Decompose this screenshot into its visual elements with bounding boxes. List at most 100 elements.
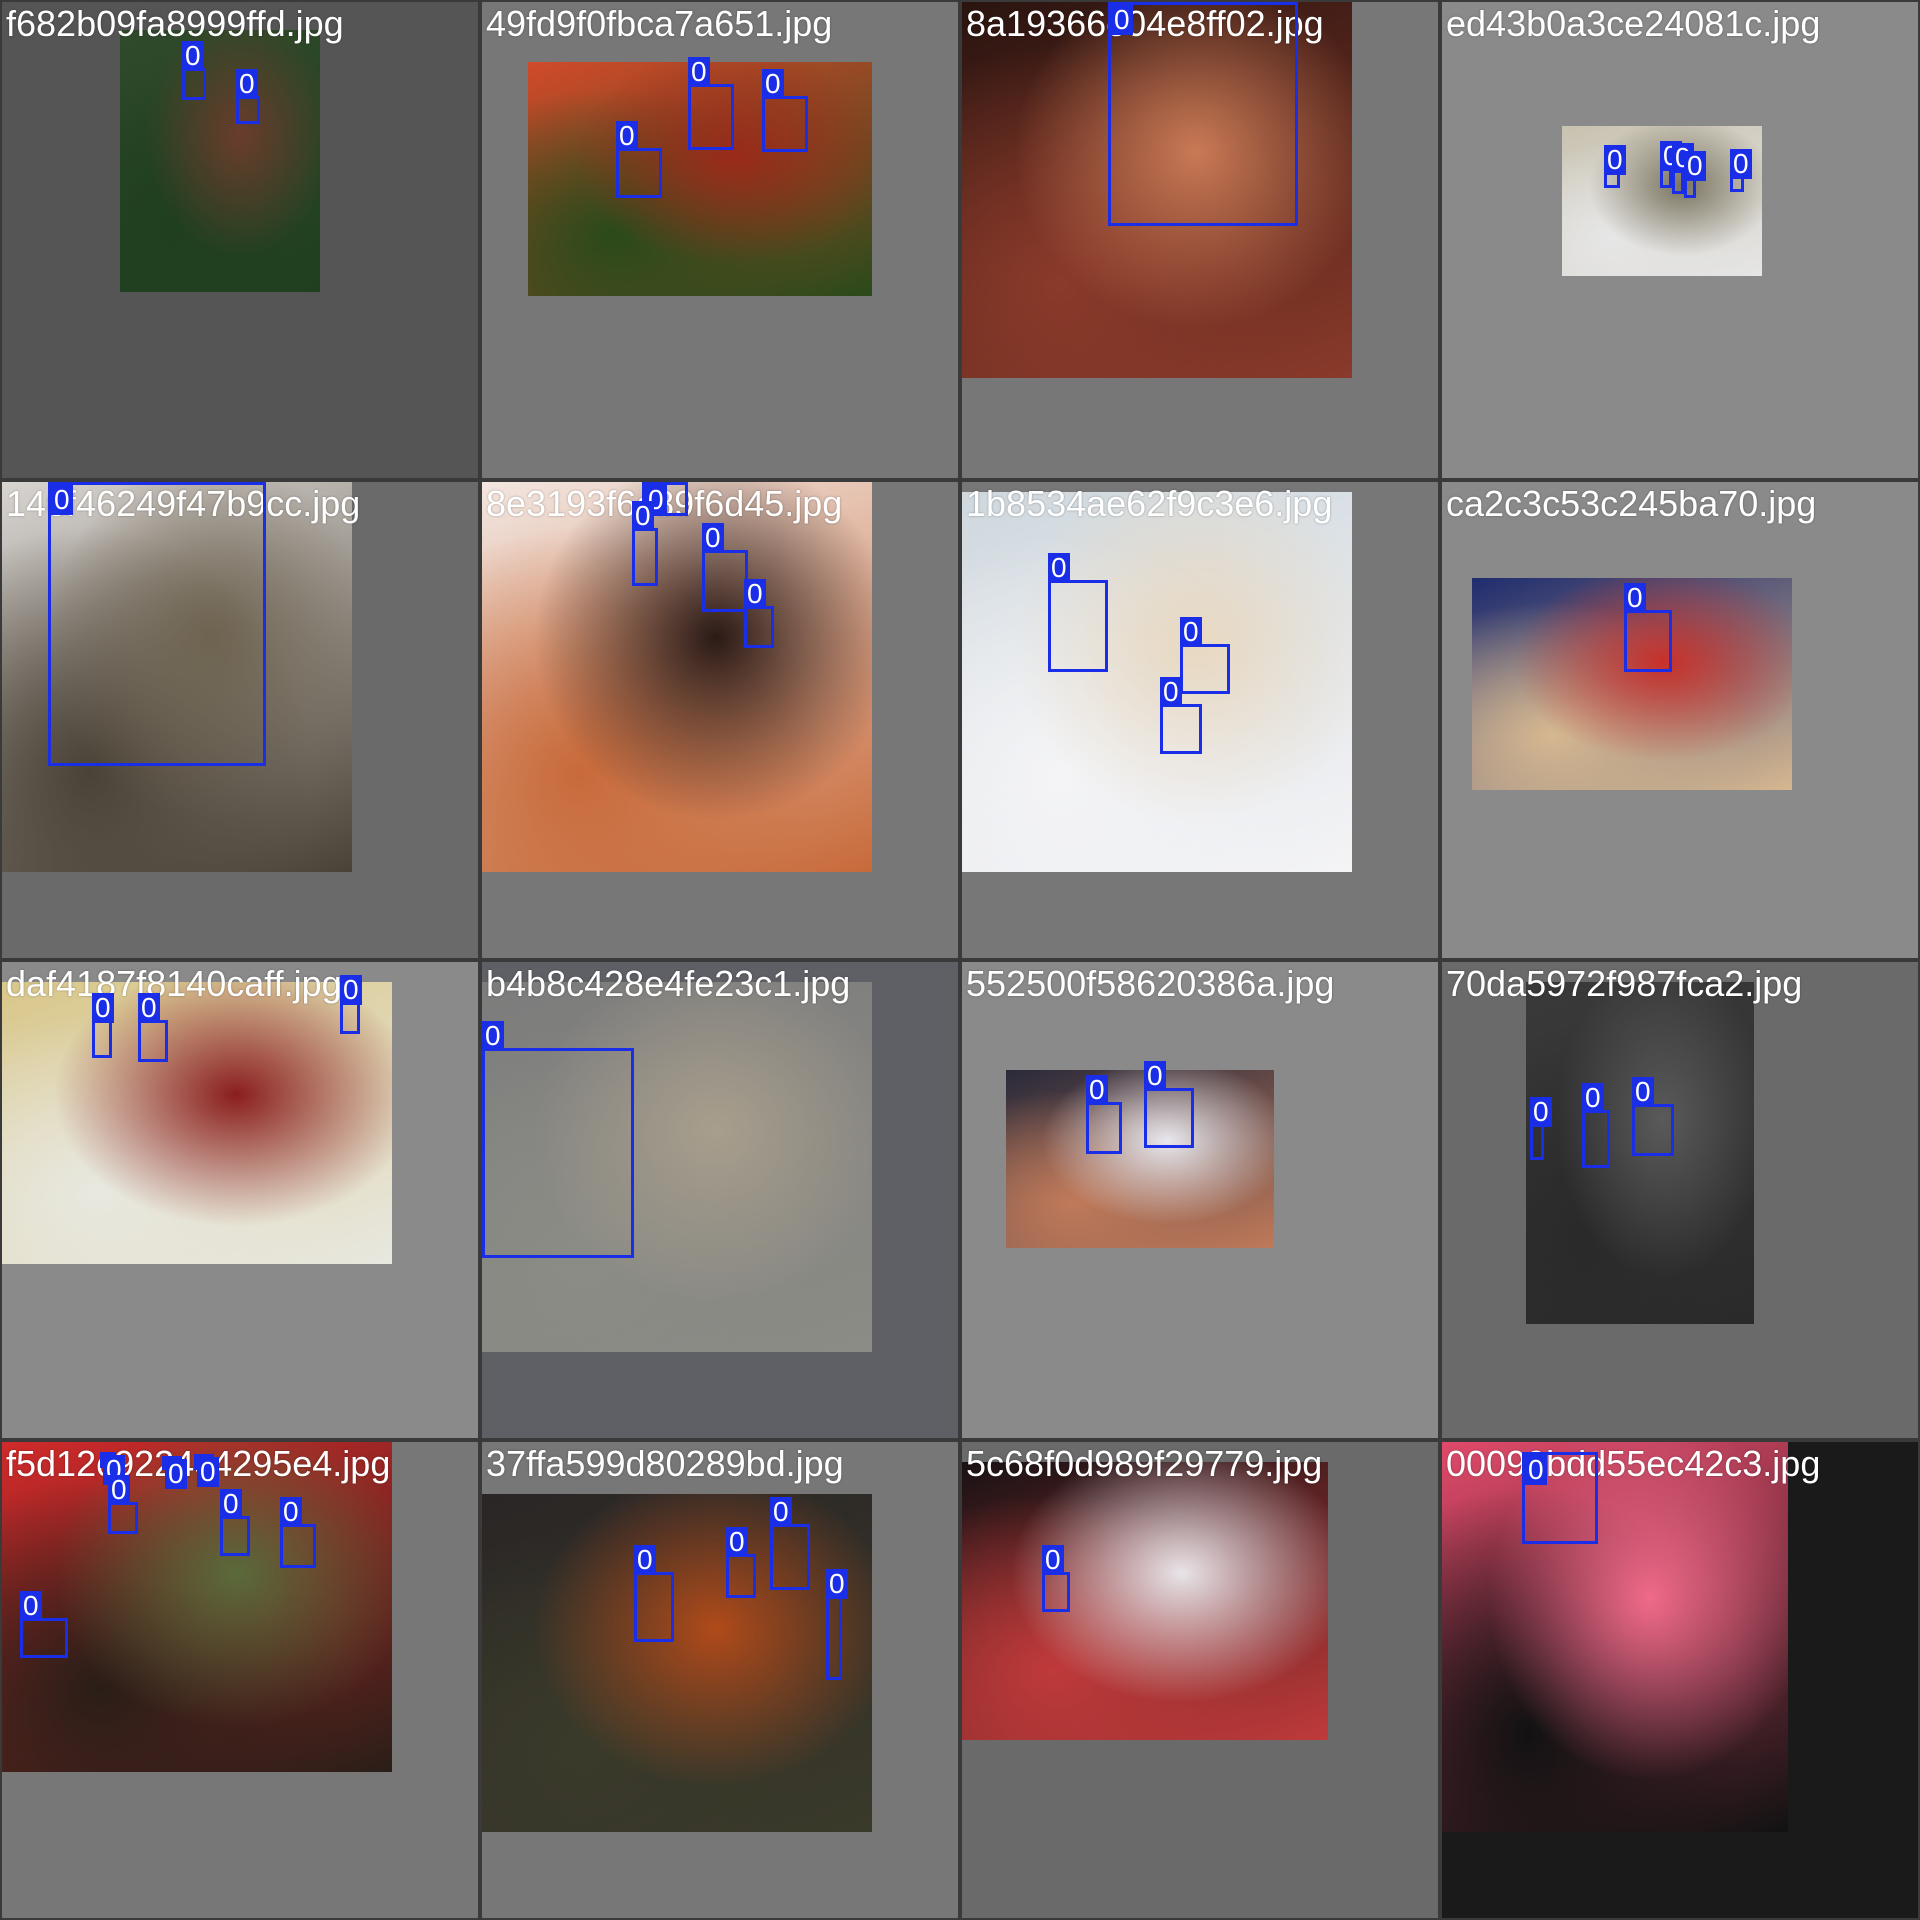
face-detection-box: 0 bbox=[1684, 151, 1706, 198]
class-label: 0 bbox=[616, 121, 638, 151]
class-label: 0 bbox=[688, 57, 710, 87]
tile-37ffa599d80289bd: 37ffa599d80289bd.jpg 0 0 0 0 bbox=[482, 1442, 958, 1918]
face-detection-box: 0 bbox=[1048, 553, 1108, 672]
face-detection-box: 0 bbox=[482, 1021, 634, 1258]
photo bbox=[1442, 1442, 1788, 1832]
face-detection-box: 0 bbox=[340, 975, 362, 1034]
tile-daf4187f8140caff: daf4187f8140caff.jpg 0 0 0 bbox=[2, 962, 478, 1438]
photo bbox=[482, 482, 872, 872]
face-detection-box: 0 bbox=[1660, 141, 1682, 188]
tile-146f46249f47b9cc: 146f46249f47b9cc.jpg 0 bbox=[2, 482, 478, 958]
face-detection-box: 0 bbox=[762, 69, 808, 152]
class-label: 0 bbox=[1684, 151, 1706, 181]
tile-f682b09fa8999ffd: f682b09fa8999ffd.jpg 0 0 bbox=[2, 2, 478, 478]
face-detection-box: 0 bbox=[1522, 1452, 1598, 1544]
face-detection-box: 0 bbox=[138, 993, 168, 1062]
face-detection-box: 0 bbox=[1160, 677, 1202, 754]
filename-label: ed43b0a3ce24081c.jpg bbox=[1446, 3, 1821, 44]
class-label: 0 bbox=[482, 1021, 504, 1051]
photo bbox=[962, 1462, 1328, 1740]
photo bbox=[482, 982, 872, 1352]
class-label: 0 bbox=[1086, 1075, 1108, 1105]
face-detection-box: 0 bbox=[826, 1569, 848, 1680]
face-detection-box: 0 bbox=[634, 1545, 674, 1642]
photo bbox=[2, 982, 392, 1264]
face-detection-box: 0 bbox=[726, 1527, 756, 1598]
class-label: 0 bbox=[1530, 1097, 1552, 1127]
class-label: 0 bbox=[280, 1497, 302, 1527]
face-detection-box: 0 bbox=[20, 1591, 68, 1658]
face-detection-box: 0 bbox=[1730, 149, 1752, 192]
class-label: 0 bbox=[1042, 1545, 1064, 1575]
face-detection-box: 0 bbox=[1632, 1077, 1674, 1156]
face-detection-box: 0 bbox=[100, 1452, 125, 1485]
face-detection-box: 0 bbox=[48, 482, 266, 766]
class-label: 0 bbox=[726, 1527, 748, 1557]
face-detection-box: 0 bbox=[1086, 1075, 1122, 1154]
class-label: 0 bbox=[236, 69, 258, 99]
tile-1b8534ae62f9c3e6: 1b8534ae62f9c3e6.jpg 0 0 0 bbox=[962, 482, 1438, 958]
filename-label: ca2c3c53c245ba70.jpg bbox=[1446, 483, 1817, 524]
tile-b4b8c428e4fe23c1: b4b8c428e4fe23c1.jpg 0 bbox=[482, 962, 958, 1438]
filename-label: 00090bdd55ec42c3.jpg bbox=[1446, 1443, 1821, 1484]
face-detection-box: 0 bbox=[1582, 1083, 1610, 1168]
face-detection-box: 0 bbox=[1672, 143, 1694, 194]
filename-label: f682b09fa8999ffd.jpg bbox=[6, 3, 344, 44]
face-detection-box: 0 bbox=[194, 1454, 219, 1487]
face-detection-box: 0 bbox=[688, 57, 734, 150]
face-detection-box: 0 bbox=[632, 501, 658, 586]
class-label: 0 bbox=[1604, 145, 1626, 175]
filename-label: 1b8534ae62f9c3e6.jpg bbox=[966, 483, 1333, 524]
face-detection-box: 0 bbox=[1108, 2, 1298, 226]
class-label: 0 bbox=[1582, 1083, 1604, 1113]
tile-ed43b0a3ce24081c: ed43b0a3ce24081c.jpg 0 0 0 0 0 bbox=[1442, 2, 1918, 478]
class-label: 0 bbox=[1180, 617, 1202, 647]
face-detection-box: 0 bbox=[1180, 617, 1230, 694]
tile-00090bdd55ec42c3: 00090bdd55ec42c3.jpg 0 bbox=[1442, 1442, 1918, 1918]
class-label: 0 bbox=[182, 41, 204, 71]
face-detection-box: 0 bbox=[1604, 145, 1626, 188]
class-label: 0 bbox=[1525, 1455, 1547, 1485]
class-label: 0 bbox=[1144, 1061, 1166, 1091]
class-label: 0 bbox=[108, 1475, 130, 1505]
filename-label: daf4187f8140caff.jpg bbox=[6, 963, 342, 1004]
tile-49fd9f0fbca7a651: 49fd9f0fbca7a651.jpg 0 0 0 bbox=[482, 2, 958, 478]
face-detection-box: 0 bbox=[1530, 1097, 1552, 1160]
photo bbox=[528, 62, 872, 296]
tile-70da5972f987fca2: 70da5972f987fca2.jpg 0 0 0 bbox=[1442, 962, 1918, 1438]
photo bbox=[2, 482, 352, 872]
class-label: 0 bbox=[220, 1489, 242, 1519]
photo bbox=[962, 492, 1352, 872]
face-detection-box: 0 bbox=[702, 523, 748, 612]
photo bbox=[1472, 578, 1792, 790]
class-label: 0 bbox=[1730, 149, 1752, 179]
class-label: 0 bbox=[702, 523, 724, 553]
face-detection-box: 0 bbox=[236, 69, 260, 124]
class-label: 0 bbox=[632, 501, 654, 531]
class-label: 0 bbox=[1160, 677, 1182, 707]
filename-label: 49fd9f0fbca7a651.jpg bbox=[486, 3, 833, 44]
class-label: 0 bbox=[826, 1569, 848, 1599]
class-label: 0 bbox=[1111, 5, 1133, 35]
face-detection-box: 0 bbox=[616, 121, 662, 198]
class-label: 0 bbox=[634, 1545, 656, 1575]
class-label: 0 bbox=[744, 579, 766, 609]
class-label: 0 bbox=[1624, 583, 1646, 613]
face-detection-box: 0 bbox=[744, 579, 774, 648]
photo bbox=[2, 1442, 392, 1772]
class-label: 0 bbox=[340, 975, 362, 1005]
class-label: 0 bbox=[770, 1497, 792, 1527]
face-detection-box: 0 bbox=[162, 1456, 187, 1489]
class-label: 0 bbox=[165, 1459, 187, 1489]
filename-label: 5c68f0d989f29779.jpg bbox=[966, 1443, 1323, 1484]
class-label: 0 bbox=[20, 1591, 42, 1621]
class-label: 0 bbox=[51, 485, 73, 515]
tile-552500f58620386a: 552500f58620386a.jpg 0 0 bbox=[962, 962, 1438, 1438]
face-detection-box: 0 bbox=[1144, 1061, 1194, 1148]
class-label: 0 bbox=[197, 1457, 219, 1487]
filename-label: 8a19366e04e8ff02.jpg bbox=[966, 3, 1324, 44]
class-label: 0 bbox=[762, 69, 784, 99]
